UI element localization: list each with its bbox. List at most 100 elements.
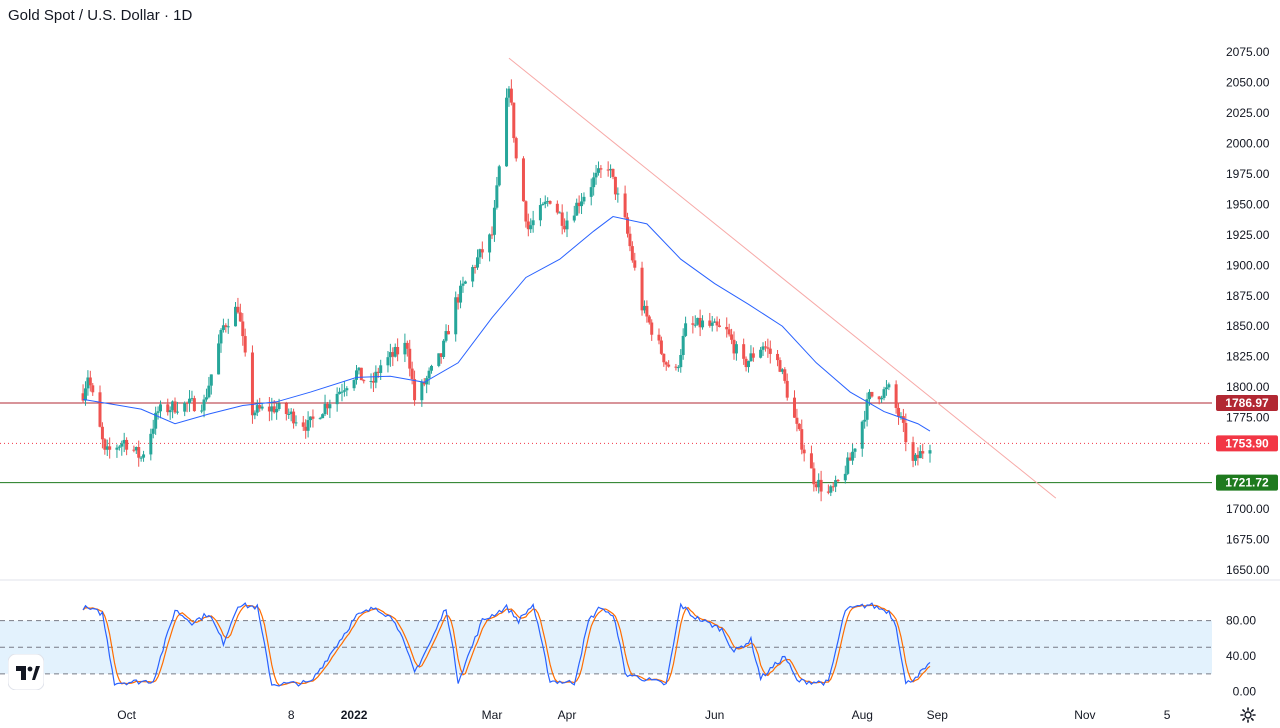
candle-body[interactable] xyxy=(171,401,175,411)
candle-body[interactable] xyxy=(83,388,87,401)
candle-body[interactable] xyxy=(200,410,204,412)
candle-body[interactable] xyxy=(531,220,535,226)
candle-body[interactable] xyxy=(521,158,525,202)
candle-body[interactable] xyxy=(309,416,313,421)
candle-body[interactable] xyxy=(826,491,830,493)
candle-body[interactable] xyxy=(224,325,228,328)
candle-body[interactable] xyxy=(676,367,680,369)
candle-body[interactable] xyxy=(710,322,714,326)
candle-body[interactable] xyxy=(640,267,644,311)
candle-body[interactable] xyxy=(812,468,816,485)
candle-body[interactable] xyxy=(887,384,891,388)
candle-body[interactable] xyxy=(490,234,494,236)
candle-body[interactable] xyxy=(814,484,818,488)
candle-body[interactable] xyxy=(921,451,925,454)
candle-body[interactable] xyxy=(514,138,518,159)
candle-body[interactable] xyxy=(473,267,477,269)
candle-body[interactable] xyxy=(541,203,545,206)
candle-body[interactable] xyxy=(880,397,884,400)
price-axis[interactable]: 1786.97 1721.72 1753.90 2075.00 2050.00 2025.… xyxy=(1216,45,1278,699)
candle-body[interactable] xyxy=(475,257,479,268)
candle-body[interactable] xyxy=(376,371,380,373)
candle-body[interactable] xyxy=(459,285,463,303)
candle-body[interactable] xyxy=(103,439,107,450)
candle-body[interactable] xyxy=(270,406,274,412)
candle-body[interactable] xyxy=(882,389,886,398)
candle-body[interactable] xyxy=(306,420,310,431)
candle-body[interactable] xyxy=(497,166,501,186)
candle-body[interactable] xyxy=(785,380,789,398)
candle-body[interactable] xyxy=(526,221,530,230)
candle-body[interactable] xyxy=(371,380,375,383)
candle-body[interactable] xyxy=(86,377,90,389)
candle-body[interactable] xyxy=(188,398,192,404)
candle-body[interactable] xyxy=(851,451,855,461)
candle-body[interactable] xyxy=(713,321,717,323)
candle-body[interactable] xyxy=(304,426,308,431)
moving-average-line[interactable] xyxy=(82,216,931,432)
candle-body[interactable] xyxy=(560,212,564,226)
candle-body[interactable] xyxy=(800,429,804,450)
candle-body[interactable] xyxy=(870,391,874,397)
candle-body[interactable] xyxy=(185,402,189,404)
candle-body[interactable] xyxy=(352,379,356,389)
candle-body[interactable] xyxy=(565,220,569,230)
candle-body[interactable] xyxy=(294,422,298,424)
candle-body[interactable] xyxy=(461,283,465,286)
candle-body[interactable] xyxy=(241,321,245,337)
candle-body[interactable] xyxy=(427,370,431,379)
candle-body[interactable] xyxy=(463,281,467,284)
candle-body[interactable] xyxy=(843,473,847,481)
candle-body[interactable] xyxy=(255,405,259,413)
candle-body[interactable] xyxy=(403,342,407,355)
candle-body[interactable] xyxy=(120,443,124,447)
candle-body[interactable] xyxy=(834,480,838,487)
candle-body[interactable] xyxy=(684,323,688,336)
candle-body[interactable] xyxy=(577,202,581,207)
candle-body[interactable] xyxy=(321,414,325,419)
candle-body[interactable] xyxy=(166,404,170,413)
candle-body[interactable] xyxy=(899,416,903,418)
candle-body[interactable] xyxy=(175,411,179,413)
candle-body[interactable] xyxy=(284,403,288,415)
candle-body[interactable] xyxy=(338,391,342,394)
candle-body[interactable] xyxy=(168,410,172,413)
candle-body[interactable] xyxy=(88,377,92,386)
candle-body[interactable] xyxy=(151,428,155,434)
candle-body[interactable] xyxy=(548,200,552,204)
candle-body[interactable] xyxy=(495,185,499,208)
candle-body[interactable] xyxy=(100,426,104,440)
candle-body[interactable] xyxy=(355,370,359,380)
candle-body[interactable] xyxy=(137,447,141,458)
candle-body[interactable] xyxy=(156,411,160,413)
candle-body[interactable] xyxy=(471,267,475,282)
candle-body[interactable] xyxy=(717,325,721,327)
candle-body[interactable] xyxy=(173,401,177,413)
candle-body[interactable] xyxy=(901,416,905,423)
candle-body[interactable] xyxy=(393,346,397,357)
candle-body[interactable] xyxy=(679,355,683,368)
candle-body[interactable] xyxy=(894,384,898,408)
candle-body[interactable] xyxy=(122,439,126,444)
stochastic-d-line[interactable] xyxy=(82,604,931,686)
candle-body[interactable] xyxy=(846,457,850,474)
candle-body[interactable] xyxy=(442,340,446,357)
candle-body[interactable] xyxy=(325,403,329,409)
candle-body[interactable] xyxy=(275,409,279,413)
candle-body[interactable] xyxy=(759,349,763,358)
candle-body[interactable] xyxy=(611,168,615,177)
candle-body[interactable] xyxy=(580,201,584,207)
candle-body[interactable] xyxy=(115,447,119,450)
candle-body[interactable] xyxy=(258,405,262,409)
candle-body[interactable] xyxy=(698,317,702,328)
candle-body[interactable] xyxy=(243,336,247,353)
candle-body[interactable] xyxy=(277,403,281,410)
candle-body[interactable] xyxy=(301,422,305,427)
candle-body[interactable] xyxy=(763,346,767,348)
candle-body[interactable] xyxy=(81,393,85,401)
candle-body[interactable] xyxy=(420,381,424,401)
candle-body[interactable] xyxy=(408,348,412,369)
candle-body[interactable] xyxy=(192,398,196,412)
candle-body[interactable] xyxy=(142,454,146,458)
